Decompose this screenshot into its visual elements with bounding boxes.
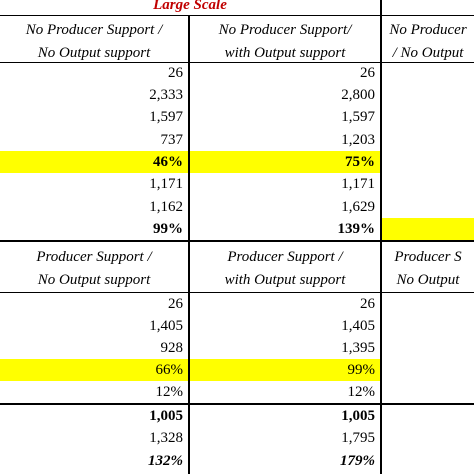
table-cell: 26 <box>168 296 183 312</box>
column-header: Producer Support / <box>227 249 343 265</box>
table-cell: 1,597 <box>341 109 375 125</box>
table-cell: 1,171 <box>341 176 375 192</box>
highlight <box>190 359 380 381</box>
table-cell: 66% <box>155 362 184 378</box>
table-cell: 1,795 <box>341 430 375 446</box>
table-cell: 1,405 <box>149 318 183 334</box>
table-cell: 1,005 <box>341 408 375 424</box>
section-rule <box>0 240 474 242</box>
column-header: with Output support <box>224 272 346 288</box>
column-header: Producer Support / <box>36 249 152 265</box>
table-cell: 12% <box>347 384 376 400</box>
table-cell: 1,203 <box>341 132 375 148</box>
highlight <box>0 151 188 173</box>
table-cell: 132% <box>148 453 183 469</box>
table-cell: 1,162 <box>149 199 183 215</box>
table-cell: 1,328 <box>149 430 183 446</box>
table-cell: 1,629 <box>341 199 375 215</box>
header-rule <box>0 292 474 293</box>
table-cell: 26 <box>168 65 183 81</box>
column-header: / No Output <box>392 45 464 61</box>
table-cell: 2,333 <box>149 87 183 103</box>
table-cell: 1,005 <box>149 408 183 424</box>
column-header: No Output support <box>37 272 151 288</box>
highlight <box>0 359 188 381</box>
column-header: Producer S <box>394 249 462 265</box>
highlight <box>382 218 474 240</box>
table-cell: 75% <box>345 154 375 170</box>
column-header: No Output support <box>37 45 151 61</box>
table-cell: 179% <box>340 453 375 469</box>
table-cell: 1,405 <box>341 318 375 334</box>
table-cell: 1,171 <box>149 176 183 192</box>
column-rule <box>188 15 190 474</box>
column-header: No Producer Support / <box>25 22 163 38</box>
column-header: No Producer Support/ <box>218 22 352 38</box>
table-cell: 139% <box>337 221 376 237</box>
column-header: No Producer <box>389 22 467 38</box>
table-cell: 737 <box>160 132 184 148</box>
table-cell: 928 <box>160 340 184 356</box>
table-cell: 99% <box>347 362 376 378</box>
table-cell: 46% <box>153 154 183 170</box>
table-cell: 26 <box>360 65 375 81</box>
section-rule <box>0 403 474 405</box>
table-cell: 12% <box>155 384 184 400</box>
table-cell: 1,597 <box>149 109 183 125</box>
table-title: Large Scale <box>153 0 227 13</box>
title-rule <box>0 15 474 16</box>
table-cell: 99% <box>153 221 183 237</box>
column-rule <box>380 0 382 474</box>
column-header: with Output support <box>224 45 346 61</box>
table-cell: 2,800 <box>341 87 375 103</box>
table-cell: 26 <box>360 296 375 312</box>
highlight <box>190 151 380 173</box>
header-rule <box>0 62 474 63</box>
table-cell: 1,395 <box>341 340 375 356</box>
column-header: No Output <box>396 272 460 288</box>
